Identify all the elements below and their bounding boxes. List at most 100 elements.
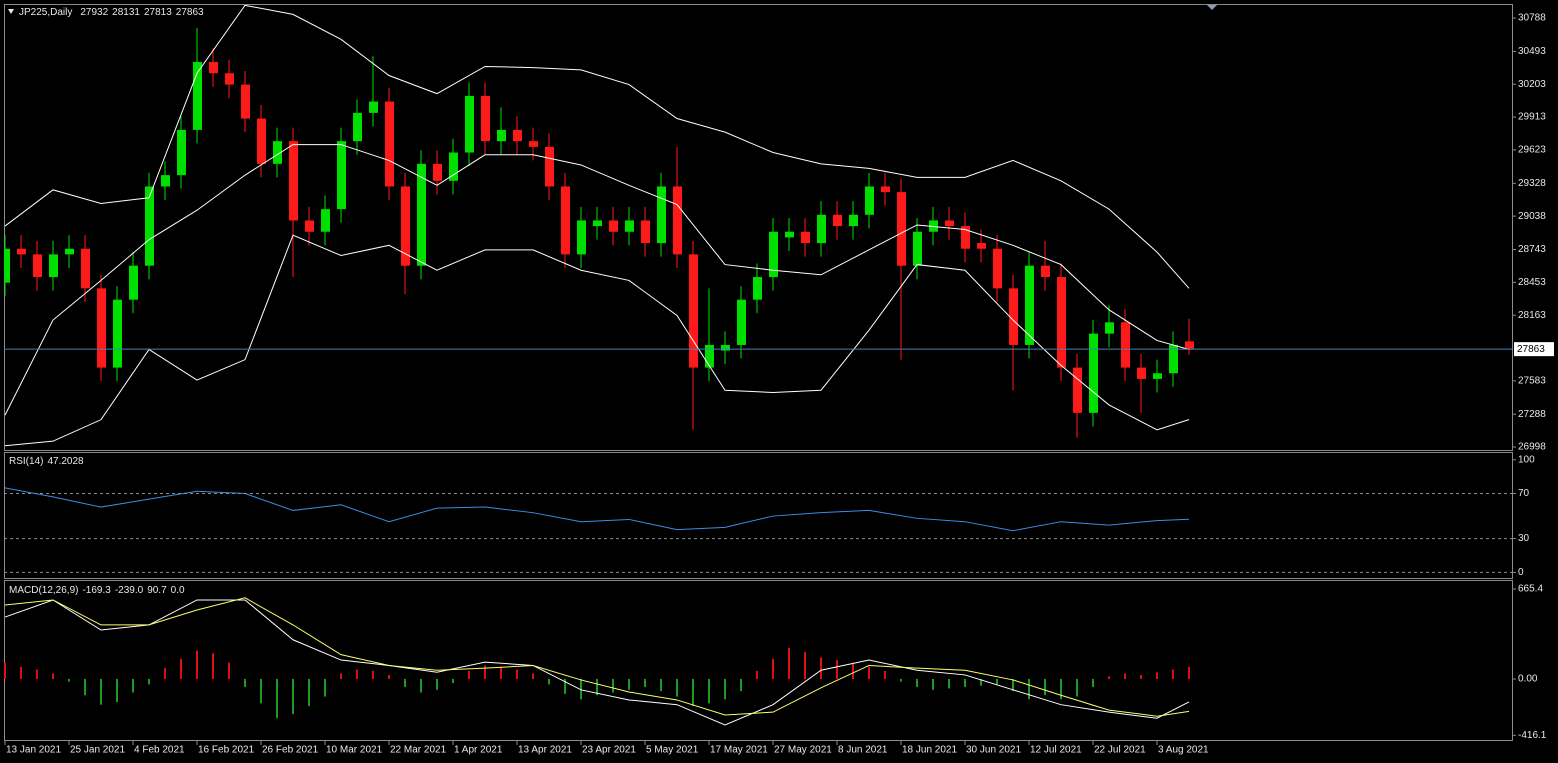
bollinger-lower xyxy=(4,234,1190,447)
x-tick-label: 17 May 2021 xyxy=(710,745,768,756)
candle-body xyxy=(913,231,922,266)
candle-body xyxy=(833,214,842,227)
bollinger-upper xyxy=(4,5,1190,289)
candle-body xyxy=(225,73,234,85)
x-tick-label: 10 Mar 2021 xyxy=(326,745,383,756)
menu-arrow[interactable] xyxy=(8,9,14,14)
candle-body xyxy=(481,95,490,142)
x-tick-label: 30 Jun 2021 xyxy=(966,745,1021,756)
y-tick-label: 27583 xyxy=(1518,375,1546,386)
macd-panel xyxy=(4,580,1513,741)
x-tick-label: 1 Apr 2021 xyxy=(454,745,503,756)
candle-body xyxy=(641,220,650,244)
candle-body xyxy=(945,220,954,227)
rsi-line xyxy=(4,487,1190,532)
candle-body xyxy=(433,163,442,181)
macd-header-value: -239.0 xyxy=(115,585,144,596)
candle-body xyxy=(577,220,586,255)
candle-body xyxy=(1057,277,1066,368)
x-tick-label: 22 Jul 2021 xyxy=(1094,745,1146,756)
candle-body xyxy=(257,118,266,164)
candle-body xyxy=(849,214,858,227)
y-tick-label: 26998 xyxy=(1518,442,1546,453)
candle-body xyxy=(977,243,986,249)
rsi-value: 47.2028 xyxy=(47,456,84,467)
candle-body xyxy=(1169,344,1178,374)
x-tick-label: 25 Jan 2021 xyxy=(70,745,125,756)
candle-body xyxy=(369,101,378,113)
candle-body xyxy=(673,186,682,255)
x-tick-label: 3 Aug 2021 xyxy=(1158,745,1209,756)
main-panel xyxy=(4,4,1513,451)
y-tick-label: 29623 xyxy=(1518,145,1546,156)
candle-body xyxy=(353,112,362,142)
candle-body xyxy=(449,152,458,181)
y-tick-label: 28743 xyxy=(1518,244,1546,255)
x-tick-label: 8 Jun 2021 xyxy=(838,745,888,756)
macd-header-value: 90.7 xyxy=(147,585,167,596)
candle-body xyxy=(321,209,330,232)
candle-body xyxy=(1041,265,1050,278)
y-tick-label: 30788 xyxy=(1518,13,1546,24)
x-tick-label: 22 Mar 2021 xyxy=(390,745,447,756)
chart-header: JP225,Daily 27932 28131 27813 27863 xyxy=(19,7,204,18)
symbol: JP225,Daily xyxy=(19,7,72,18)
candle-body xyxy=(625,220,634,232)
low-value: 27813 xyxy=(144,7,172,18)
candle-body xyxy=(593,220,602,227)
macd-signal-line xyxy=(4,597,1190,717)
candle-body xyxy=(1073,367,1082,413)
x-tick-label: 23 Apr 2021 xyxy=(582,745,636,756)
y-tick-label: 30 xyxy=(1518,533,1530,544)
x-tick-label: 4 Feb 2021 xyxy=(134,745,185,756)
shift-marker[interactable] xyxy=(1207,5,1217,10)
candle-body xyxy=(785,231,794,238)
candle-body xyxy=(113,299,122,368)
candle-body xyxy=(273,141,282,164)
candle-body xyxy=(753,277,762,300)
macd-main-line xyxy=(4,599,1190,726)
candle-body xyxy=(993,248,1002,289)
candle-body xyxy=(1089,333,1098,413)
candle-body xyxy=(561,186,570,255)
candle-body xyxy=(305,220,314,232)
candle-body xyxy=(289,141,298,221)
candle-body xyxy=(1185,341,1194,350)
macd-label: MACD(12,26,9) xyxy=(9,585,78,596)
candle-body xyxy=(721,344,730,351)
x-tick-label: 27 May 2021 xyxy=(774,745,832,756)
candle-body xyxy=(1137,367,1146,379)
candle-body xyxy=(145,186,154,266)
candle-body xyxy=(1105,322,1114,334)
candle-body xyxy=(417,163,426,266)
candle-body xyxy=(769,231,778,278)
y-tick-label: 29038 xyxy=(1518,211,1546,222)
candle-body xyxy=(209,61,218,74)
price-area xyxy=(4,5,1512,447)
candle-body xyxy=(705,344,714,368)
x-tick-label: 26 Feb 2021 xyxy=(262,745,319,756)
y-tick-label: 0.00 xyxy=(1518,674,1538,685)
candle-body xyxy=(385,101,394,187)
y-tick-label: 0 xyxy=(1518,567,1524,578)
candle-body xyxy=(657,186,666,244)
candle-body xyxy=(609,220,618,232)
bollinger-middle xyxy=(4,144,1190,416)
rsi-area xyxy=(4,487,1190,532)
candle-body xyxy=(241,84,250,119)
y-tick-label: 27288 xyxy=(1518,409,1546,420)
y-tick-label: 70 xyxy=(1518,488,1530,499)
candle-body xyxy=(817,214,826,244)
candle-body xyxy=(737,299,746,345)
candle-body xyxy=(545,146,554,187)
axes: 26998 27288 27583 28163 28453 28743 29038 29328… xyxy=(4,13,1554,756)
candle-body xyxy=(81,248,90,289)
candle-body xyxy=(49,254,58,278)
candle-body xyxy=(1025,265,1034,345)
candle-body xyxy=(529,141,538,147)
x-tick-label: 12 Jul 2021 xyxy=(1030,745,1082,756)
candle-body xyxy=(1121,322,1130,368)
candle-body xyxy=(1153,373,1162,379)
candle-body xyxy=(337,141,346,210)
